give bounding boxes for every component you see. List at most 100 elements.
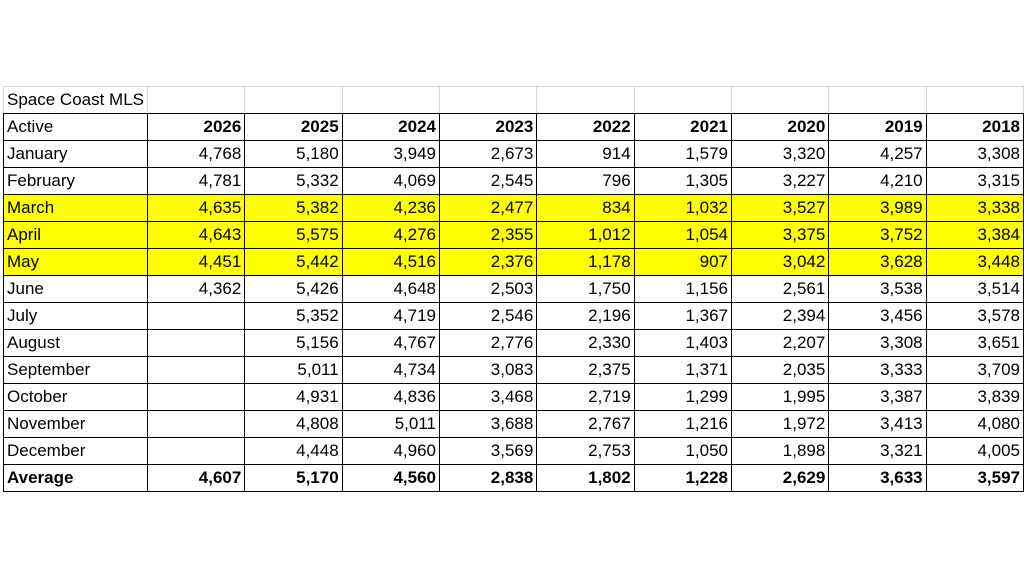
month-label: March (2, 194, 149, 222)
value-cell: 4,005 (925, 437, 1024, 465)
value-cell: 3,527 (730, 194, 830, 222)
value-cell: 3,308 (925, 140, 1024, 168)
value-cell: 3,448 (925, 248, 1024, 276)
table-row: October 4,931 4,836 3,468 2,719 1,299 1,995 3,3… (2, 383, 1024, 411)
value-cell: 2,375 (536, 356, 635, 384)
table-row: February 4,781 5,332 4,069 2,545 796 1,305 3,22… (2, 167, 1024, 195)
value-cell: 4,635 (147, 194, 246, 222)
value-cell: 5,156 (244, 329, 343, 357)
value-cell: 4,781 (147, 167, 246, 195)
average-value-cell: 3,633 (828, 464, 927, 492)
value-cell: 2,477 (438, 194, 538, 222)
table-row: September 5,011 4,734 3,083 2,375 1,371 2,035 3… (2, 356, 1024, 384)
average-value-cell: 4,560 (341, 464, 441, 492)
value-cell: 4,451 (147, 248, 246, 276)
value-cell: 3,949 (341, 140, 441, 168)
column-header-2024: 2024 (341, 113, 441, 141)
table-row: January 4,768 5,180 3,949 2,673 914 1,579 3,320… (2, 140, 1024, 168)
month-label: June (2, 275, 149, 303)
value-cell: 5,352 (244, 302, 343, 330)
value-cell: 1,898 (730, 437, 830, 465)
column-header-2025: 2025 (244, 113, 343, 141)
value-cell: 4,960 (341, 437, 441, 465)
value-cell: 5,382 (244, 194, 343, 222)
month-label: July (2, 302, 149, 330)
value-cell: 3,384 (925, 221, 1024, 249)
table-row: August 5,156 4,767 2,776 2,330 1,403 2,207 3,30… (2, 329, 1024, 357)
value-cell: 3,413 (828, 410, 927, 438)
table-row: November 4,808 5,011 3,688 2,767 1,216 1,972 3,… (2, 410, 1024, 438)
table-row: May 4,451 5,442 4,516 2,376 1,178 907 3,042 3,62… (2, 248, 1024, 276)
column-header-2022: 2022 (536, 113, 635, 141)
title-row: Space Coast MLS (2, 86, 1024, 114)
value-cell: 3,042 (730, 248, 830, 276)
value-cell: 4,648 (341, 275, 441, 303)
value-cell: 1,305 (633, 167, 732, 195)
month-label: November (2, 410, 149, 438)
value-cell: 2,776 (438, 329, 538, 357)
value-cell: 3,321 (828, 437, 927, 465)
month-label: October (2, 383, 149, 411)
value-cell: 3,839 (925, 383, 1024, 411)
value-cell (147, 329, 246, 357)
value-cell: 3,308 (828, 329, 927, 357)
value-cell: 3,628 (828, 248, 927, 276)
average-value-cell: 2,838 (438, 464, 538, 492)
value-cell: 3,227 (730, 167, 830, 195)
row-header-label: Active (2, 113, 149, 141)
value-cell: 1,156 (633, 275, 732, 303)
value-cell: 5,426 (244, 275, 343, 303)
value-cell: 1,178 (536, 248, 635, 276)
value-cell: 4,210 (828, 167, 927, 195)
value-cell: 2,767 (536, 410, 635, 438)
value-cell: 914 (536, 140, 635, 168)
value-cell: 2,503 (438, 275, 538, 303)
table-row: July 5,352 4,719 2,546 2,196 1,367 2,394 3,456 3… (2, 302, 1024, 330)
value-cell: 2,561 (730, 275, 830, 303)
table-row: April 4,643 5,575 4,276 2,355 1,012 1,054 3,375… (2, 221, 1024, 249)
value-cell: 2,376 (438, 248, 538, 276)
value-cell: 4,719 (341, 302, 441, 330)
value-cell: 2,546 (438, 302, 538, 330)
value-cell: 4,448 (244, 437, 343, 465)
value-cell: 3,752 (828, 221, 927, 249)
value-cell: 3,375 (730, 221, 830, 249)
month-label: September (2, 356, 149, 384)
value-cell: 1,371 (633, 356, 732, 384)
value-cell: 1,995 (730, 383, 830, 411)
month-label: January (2, 140, 149, 168)
value-cell: 4,362 (147, 275, 246, 303)
value-cell: 4,931 (244, 383, 343, 411)
average-value-cell: 1,802 (536, 464, 635, 492)
value-cell: 3,569 (438, 437, 538, 465)
value-cell: 1,054 (633, 221, 732, 249)
column-header-2021: 2021 (633, 113, 732, 141)
value-cell: 4,080 (925, 410, 1024, 438)
active-listings-table: Space Coast MLS Active 2026 2025 2024 2023 2… (2, 86, 1024, 492)
value-cell: 834 (536, 194, 635, 222)
value-cell: 3,514 (925, 275, 1024, 303)
value-cell: 796 (536, 167, 635, 195)
value-cell: 907 (633, 248, 732, 276)
average-label: Average (2, 464, 149, 492)
value-cell: 3,083 (438, 356, 538, 384)
month-label: August (2, 329, 149, 357)
value-cell: 1,012 (536, 221, 635, 249)
average-row: Average 4,607 5,170 4,560 2,838 1,802 1,228 2,6… (2, 464, 1024, 492)
value-cell: 3,315 (925, 167, 1024, 195)
value-cell: 4,236 (341, 194, 441, 222)
value-cell: 1,032 (633, 194, 732, 222)
value-cell: 2,207 (730, 329, 830, 357)
column-header-2023: 2023 (438, 113, 538, 141)
value-cell (147, 356, 246, 384)
value-cell: 3,578 (925, 302, 1024, 330)
value-cell: 3,387 (828, 383, 927, 411)
value-cell: 2,394 (730, 302, 830, 330)
value-cell: 2,545 (438, 167, 538, 195)
value-cell: 5,180 (244, 140, 343, 168)
value-cell: 3,709 (925, 356, 1024, 384)
value-cell: 2,753 (536, 437, 635, 465)
value-cell: 3,538 (828, 275, 927, 303)
value-cell: 2,719 (536, 383, 635, 411)
column-header-2019: 2019 (828, 113, 927, 141)
